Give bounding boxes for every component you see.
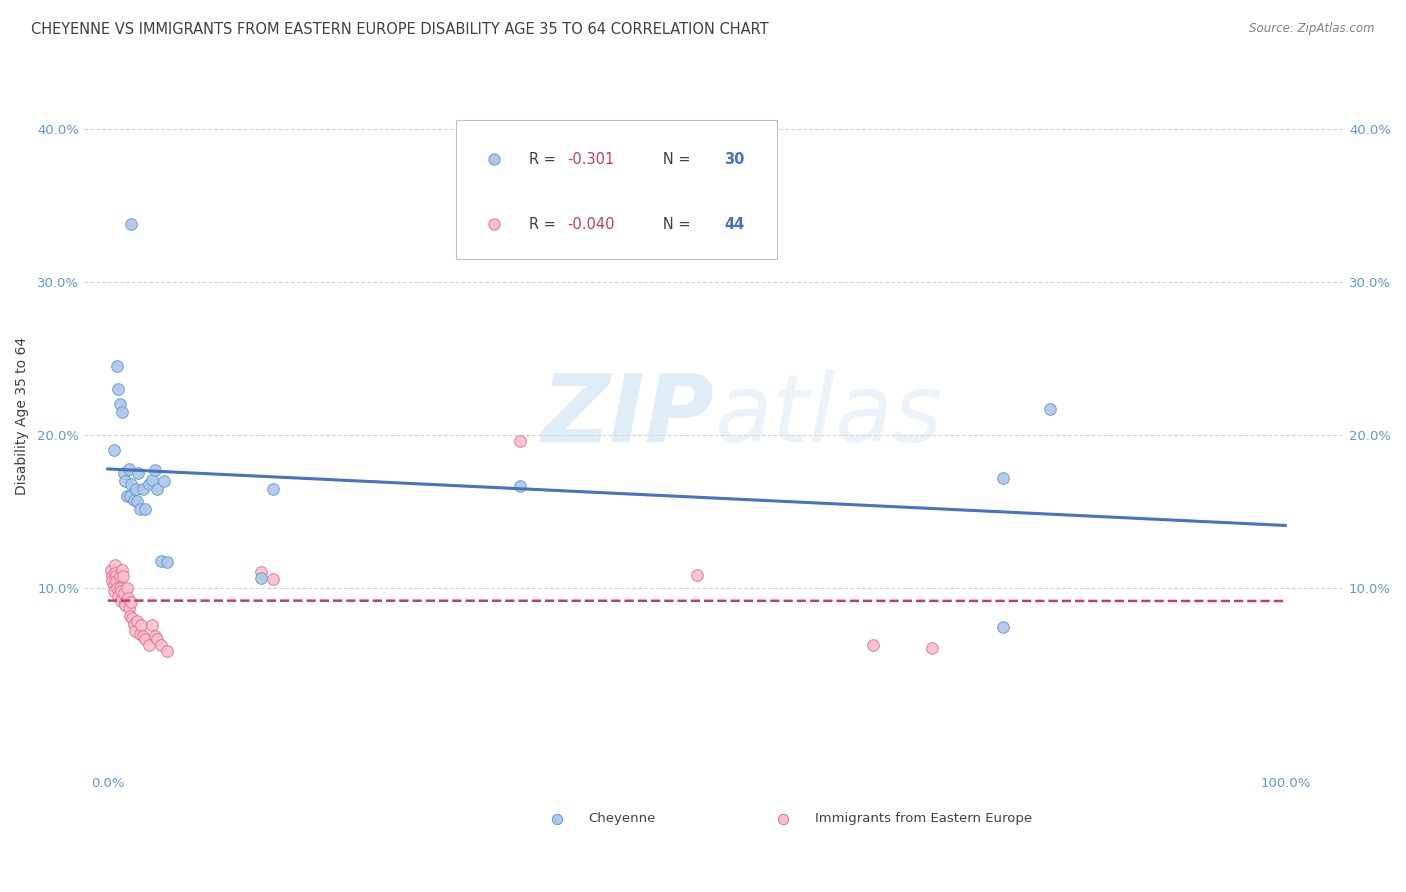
Text: atlas: atlas	[714, 370, 942, 461]
Text: ZIP: ZIP	[541, 370, 714, 462]
Point	[156, 555, 179, 569]
Point	[125, 482, 148, 496]
Point	[120, 477, 142, 491]
Point	[509, 479, 531, 493]
Point	[132, 629, 155, 643]
Point	[262, 572, 284, 586]
Point	[104, 569, 127, 583]
Point	[129, 618, 152, 632]
Point	[120, 595, 142, 609]
Point	[118, 601, 141, 615]
Point	[153, 474, 176, 488]
Point	[110, 593, 132, 607]
Point	[107, 589, 129, 603]
Point	[749, 834, 772, 848]
Point	[141, 618, 163, 632]
Point	[108, 397, 131, 411]
Point	[108, 569, 131, 583]
Point	[132, 482, 155, 496]
Point	[104, 566, 127, 580]
Point	[117, 591, 139, 605]
Point	[509, 434, 531, 449]
Point	[121, 610, 143, 624]
Point	[862, 638, 884, 652]
Point	[685, 567, 707, 582]
Point	[107, 382, 129, 396]
Point	[128, 627, 150, 641]
Point	[143, 463, 166, 477]
Y-axis label: Disability Age 35 to 64: Disability Age 35 to 64	[15, 337, 30, 495]
Point	[111, 563, 134, 577]
Point	[138, 638, 160, 652]
Text: R =: R =	[529, 217, 561, 232]
Point	[112, 569, 135, 583]
Point	[114, 599, 136, 613]
Point	[250, 571, 273, 585]
Text: CHEYENNE VS IMMIGRANTS FROM EASTERN EUROPE DISABILITY AGE 35 TO 64 CORRELATION C: CHEYENNE VS IMMIGRANTS FROM EASTERN EURO…	[31, 22, 769, 37]
Point	[115, 582, 138, 596]
Point	[101, 569, 124, 583]
Text: 30: 30	[724, 152, 745, 167]
Point	[138, 477, 160, 491]
Point	[156, 644, 179, 658]
Point	[149, 638, 172, 652]
Point	[103, 584, 125, 599]
Point	[103, 443, 125, 458]
Point	[105, 582, 128, 596]
Point	[105, 359, 128, 373]
Point	[120, 490, 142, 504]
Point	[141, 473, 163, 487]
Point	[134, 501, 156, 516]
Point	[112, 586, 135, 600]
Text: Immigrants from Eastern Europe: Immigrants from Eastern Europe	[815, 812, 1032, 825]
Point	[538, 834, 561, 848]
Point	[146, 632, 169, 646]
Point	[250, 565, 273, 579]
Point	[101, 574, 124, 588]
Point	[122, 616, 145, 631]
Text: -0.301: -0.301	[567, 152, 614, 167]
Point	[127, 494, 149, 508]
Point	[134, 632, 156, 646]
Text: 44: 44	[724, 217, 745, 232]
Point	[114, 595, 136, 609]
Point	[146, 482, 169, 496]
Text: Source: ZipAtlas.com: Source: ZipAtlas.com	[1250, 22, 1375, 36]
Point	[120, 609, 142, 624]
Point	[111, 405, 134, 419]
Text: N =: N =	[648, 217, 695, 232]
Point	[103, 578, 125, 592]
Point	[991, 471, 1014, 485]
Point	[149, 554, 172, 568]
Text: R =: R =	[529, 152, 561, 167]
Point	[108, 582, 131, 596]
Point	[115, 490, 138, 504]
Text: Cheyenne: Cheyenne	[588, 812, 655, 825]
Point	[128, 501, 150, 516]
Point	[118, 462, 141, 476]
Point	[991, 620, 1014, 634]
Point	[120, 217, 142, 231]
Point	[262, 482, 284, 496]
Point	[112, 467, 135, 481]
Text: -0.040: -0.040	[567, 217, 614, 232]
FancyBboxPatch shape	[456, 120, 778, 260]
Point	[127, 467, 149, 481]
Point	[114, 474, 136, 488]
Point	[110, 584, 132, 599]
Point	[124, 624, 146, 639]
Point	[1039, 402, 1062, 417]
Point	[127, 614, 149, 628]
Point	[143, 629, 166, 643]
Point	[104, 574, 127, 588]
Point	[122, 492, 145, 507]
Point	[100, 563, 122, 577]
Point	[104, 558, 127, 573]
Point	[921, 641, 943, 656]
Text: N =: N =	[648, 152, 695, 167]
